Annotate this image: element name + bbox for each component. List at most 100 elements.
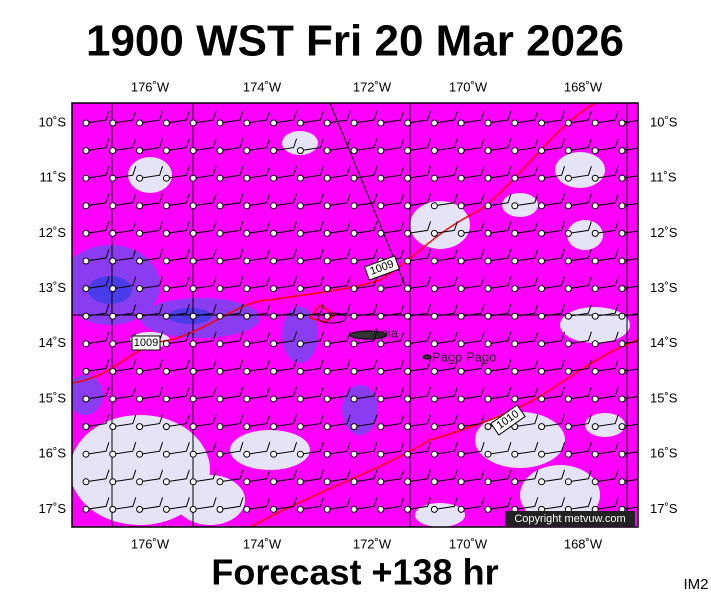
wind-barb <box>407 221 432 234</box>
wind-barb <box>568 304 592 317</box>
lat-label-right: 15˚S <box>650 390 678 405</box>
wind-station <box>618 285 626 293</box>
wind-station <box>511 119 519 127</box>
wind-station <box>350 257 358 265</box>
wind-barb <box>273 386 298 400</box>
wind-station <box>618 119 626 127</box>
wind-station <box>618 174 626 182</box>
wind-barb <box>139 193 164 207</box>
wind-station <box>591 395 599 403</box>
wind-barb <box>621 175 638 179</box>
wind-station <box>270 505 278 513</box>
wind-barb <box>380 276 405 290</box>
wind-station <box>189 174 197 182</box>
wind-station <box>457 229 465 237</box>
wind-barb <box>246 414 271 428</box>
wind-station <box>430 257 438 265</box>
wind-barb <box>380 221 405 234</box>
wind-barb <box>300 193 324 207</box>
wind-station <box>618 312 626 320</box>
wind-barb <box>487 359 512 372</box>
wind-barb <box>461 497 485 510</box>
wind-station <box>591 285 599 293</box>
wind-barb <box>193 359 217 372</box>
wind-barb <box>246 110 271 124</box>
wind-station <box>189 367 197 375</box>
wind-station <box>189 285 197 293</box>
wind-barb <box>139 221 164 234</box>
wind-barb <box>327 331 351 345</box>
wind-barb <box>300 166 324 179</box>
wind-barb <box>434 331 458 345</box>
wind-barb <box>353 166 378 179</box>
wind-station <box>511 367 519 375</box>
wind-barb <box>219 414 244 428</box>
wind-station <box>82 119 90 127</box>
wind-station <box>162 119 170 127</box>
wind-station <box>82 174 90 182</box>
wind-barb <box>595 469 619 483</box>
wind-station <box>457 202 465 210</box>
wind-barb <box>541 248 566 262</box>
wind-barb <box>407 331 432 345</box>
wind-station <box>457 367 465 375</box>
wind-barb <box>407 442 432 455</box>
wind-barb <box>595 304 619 317</box>
wind-station <box>189 340 197 348</box>
wind-barb <box>407 414 432 428</box>
wind-station <box>484 119 492 127</box>
wind-station <box>189 119 197 127</box>
wind-barb <box>353 331 378 345</box>
wind-station <box>216 423 224 431</box>
wind-station <box>189 229 197 237</box>
wind-station <box>109 340 117 348</box>
wind-station <box>350 450 358 458</box>
wind-station <box>377 202 385 210</box>
wind-station <box>216 505 224 513</box>
wind-station <box>243 119 251 127</box>
wind-station <box>270 367 278 375</box>
wind-barb <box>461 166 485 179</box>
wind-barb <box>595 166 619 179</box>
wind-station <box>216 174 224 182</box>
wind-station <box>564 285 572 293</box>
wind-station <box>377 505 385 513</box>
wind-barb <box>193 193 217 207</box>
wind-station <box>162 367 170 375</box>
wind-station <box>430 312 438 320</box>
wind-station <box>404 367 412 375</box>
wind-barb <box>219 248 244 262</box>
wind-barb <box>461 110 485 124</box>
wind-station <box>216 340 224 348</box>
wind-station <box>82 505 90 513</box>
wind-station <box>350 202 358 210</box>
wind-station <box>591 257 599 265</box>
lon-label-bottom: 168˚W <box>564 536 603 551</box>
wind-station <box>484 174 492 182</box>
wind-barb <box>166 276 190 290</box>
wind-station <box>591 229 599 237</box>
wind-barb <box>273 276 298 290</box>
wind-barb <box>514 248 539 262</box>
wind-station <box>136 450 144 458</box>
wind-station <box>484 478 492 486</box>
wind-barb <box>568 248 592 262</box>
wind-barb <box>568 110 592 124</box>
wind-barb <box>461 276 485 290</box>
wind-station <box>404 229 412 237</box>
wind-barb <box>112 138 137 152</box>
place-label: Apia <box>372 325 399 340</box>
wind-barb <box>407 304 432 317</box>
wind-barb <box>246 276 271 290</box>
wind-station <box>350 505 358 513</box>
wind-station <box>109 312 117 320</box>
wind-barb <box>85 248 110 262</box>
wind-station <box>136 312 144 320</box>
wind-barb <box>380 469 405 483</box>
wind-station <box>162 229 170 237</box>
wind-station <box>243 229 251 237</box>
wind-barb <box>219 497 244 510</box>
wind-barb <box>273 469 298 483</box>
corner-label: IM2 <box>683 576 708 593</box>
